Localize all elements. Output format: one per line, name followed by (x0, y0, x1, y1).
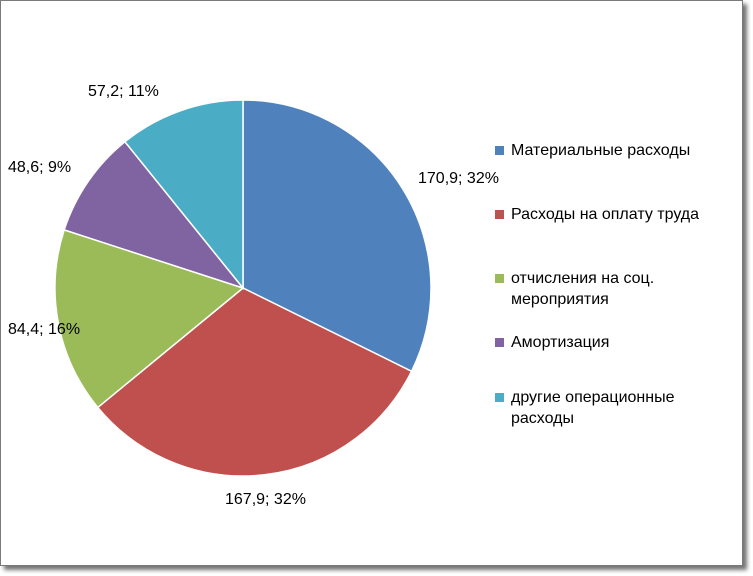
legend-item-other: другие операционные расходы (495, 387, 721, 429)
data-labels: 170,9; 32% 167,9; 32% 84,4; 16% 48,6; 9% 57,… (8, 83, 499, 508)
legend-item-labor: Расходы на оплату труда (495, 204, 735, 225)
pie-slice-labor (96, 287, 413, 477)
legend-label: отчисления на соц. мероприятия (511, 270, 655, 308)
data-label-other: 57,2; 11% (88, 83, 159, 100)
pie-slice-social (54, 228, 245, 409)
legend-swatch (495, 146, 504, 155)
legend-label: Амортизация (511, 334, 610, 351)
data-label-labor: 167,9; 32% (225, 491, 306, 508)
pie-slices (54, 99, 432, 477)
data-label-social: 84,4; 16% (8, 321, 80, 338)
legend-label: другие операционные расходы (511, 389, 675, 427)
legend-swatch (495, 274, 504, 283)
pie-slice-materials (242, 99, 432, 373)
legend-item-social: отчисления на соц. мероприятия (495, 268, 711, 310)
pie-slice-depreciation (63, 140, 246, 290)
legend-item-materials: Материальные расходы (495, 140, 735, 161)
legend-swatch (495, 393, 504, 402)
data-label-depreciation: 48,6; 9% (8, 159, 71, 176)
legend-swatch (495, 210, 504, 219)
data-label-materials: 170,9; 32% (418, 170, 499, 187)
legend-item-depreciation: Амортизация (495, 332, 735, 353)
legend: Материальные расходы Расходы на оплату т… (495, 140, 735, 429)
legend-label: Материальные расходы (511, 142, 691, 159)
pie-slice-other (123, 99, 244, 291)
legend-swatch (495, 338, 504, 347)
legend-label: Расходы на оплату труда (511, 206, 700, 223)
